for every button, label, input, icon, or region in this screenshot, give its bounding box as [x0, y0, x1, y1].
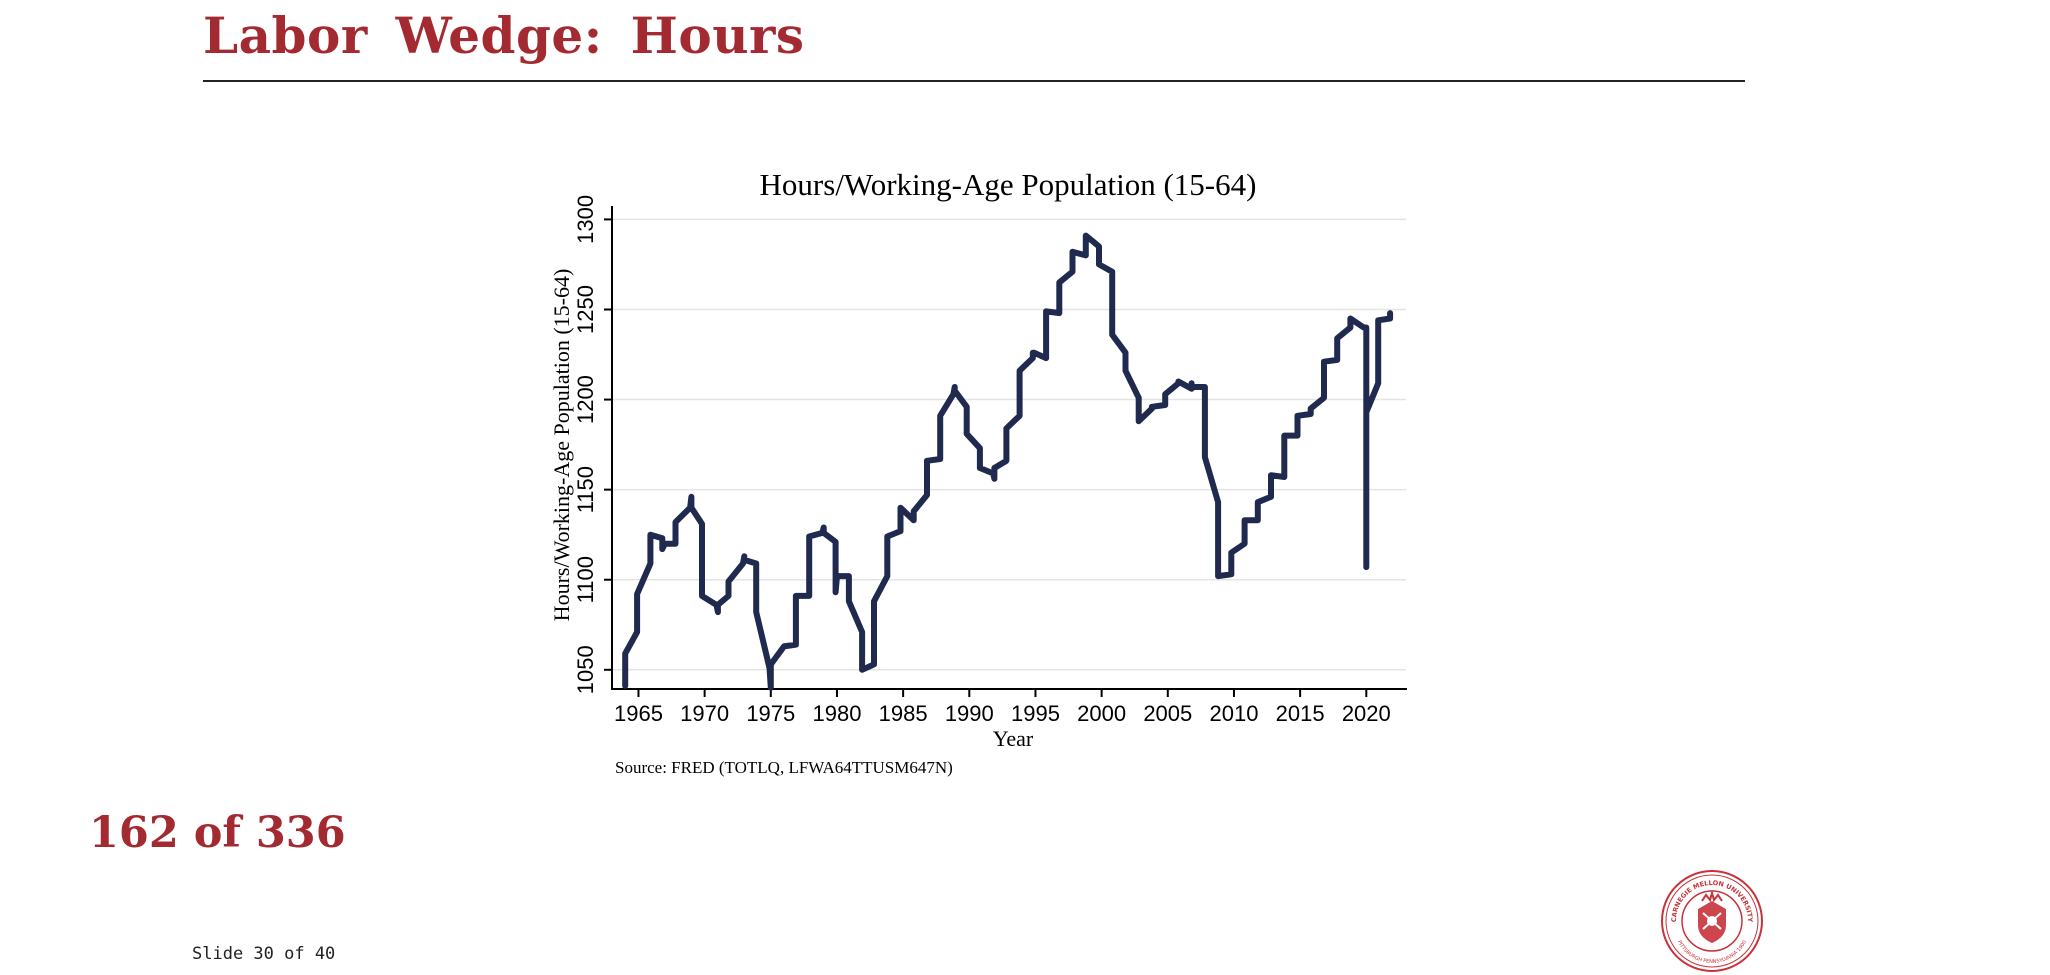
chart-source: Source: FRED (TOTLQ, LFWA64TTUSM647N) — [615, 758, 953, 777]
x-tick-label: 1980 — [812, 701, 861, 726]
x-tick-label: 1970 — [680, 701, 729, 726]
x-tick-label: 2000 — [1077, 701, 1126, 726]
y-ticks: 1050 1100 1150 1200 1250 1300 — [573, 195, 612, 694]
page-count: 162 of 336 — [89, 808, 346, 858]
x-ticks: 1965 1970 1975 1980 1985 1990 1995 2000 2005 2010… — [614, 689, 1391, 726]
y-axis-label: Hours/Working-Age Population (15-64) — [549, 269, 574, 622]
x-tick-label: 1990 — [945, 701, 994, 726]
y-tick-label: 1150 — [573, 466, 598, 513]
y-tick-label: 1050 — [573, 645, 598, 694]
slide-title: Labor Wedge: Hours — [203, 6, 805, 65]
x-tick-label: 2005 — [1143, 701, 1192, 726]
y-tick-label: 1100 — [573, 556, 598, 603]
y-tick-label: 1300 — [573, 195, 598, 244]
x-tick-label: 1985 — [879, 701, 928, 726]
x-tick-label: 1995 — [1011, 701, 1060, 726]
x-tick-label: 2010 — [1209, 701, 1258, 726]
x-tick-label: 1975 — [746, 701, 795, 726]
x-axis-label: Year — [993, 726, 1034, 751]
title-rule — [203, 80, 1745, 82]
x-tick-label: 2015 — [1276, 701, 1325, 726]
y-tick-label: 1250 — [573, 285, 598, 334]
slide-footer: Slide 30 of 40 — [192, 944, 336, 964]
y-tick-label: 1200 — [573, 375, 598, 424]
x-tick-label: 1965 — [614, 701, 663, 726]
x-tick-label: 2020 — [1342, 701, 1391, 726]
series-line — [622, 232, 1394, 691]
university-seal-icon: CARNEGIE MELLON UNIVERSITY PITTSBURGH PE… — [1661, 870, 1763, 972]
chart-title: Hours/Working-Age Population (15-64) — [760, 167, 1257, 202]
